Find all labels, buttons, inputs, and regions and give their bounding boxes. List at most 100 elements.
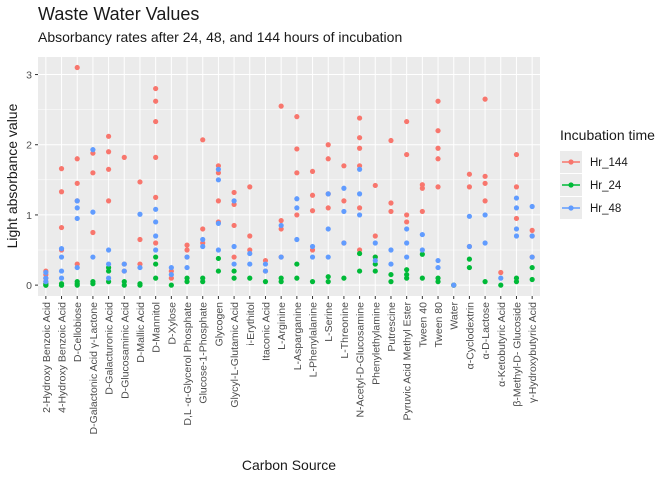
data-point (309, 279, 316, 285)
data-point (466, 171, 473, 177)
data-point (356, 268, 363, 274)
data-point (90, 170, 96, 176)
data-point (404, 267, 410, 273)
data-point (215, 198, 222, 204)
data-point (388, 137, 394, 144)
data-point (215, 247, 222, 253)
data-point (153, 233, 159, 239)
legend-label: Hr_144 (590, 157, 628, 169)
x-tick-label: Itaconic Acid (260, 302, 272, 361)
data-point (105, 261, 112, 267)
x-tick-label: α-Cyclodextrin (464, 302, 476, 369)
data-point (325, 156, 331, 162)
data-point (388, 279, 394, 285)
x-tick-label: D,L -α-Glycerol Phosphate (182, 302, 194, 426)
data-point (58, 254, 65, 260)
data-point (153, 154, 159, 160)
data-point (294, 212, 300, 218)
x-tick-label: L-Phenylalanine (308, 302, 320, 377)
data-point (404, 151, 410, 158)
data-point (451, 282, 457, 288)
data-point (404, 275, 410, 281)
legend-label: Hr_48 (590, 203, 621, 215)
data-point (529, 264, 535, 271)
data-point (231, 198, 237, 204)
y-tick-label: 2 (26, 140, 32, 152)
data-point (466, 213, 473, 219)
data-point (90, 209, 96, 215)
data-point (184, 279, 190, 285)
y-axis-label: Light absorbance value (4, 103, 20, 248)
data-point (74, 180, 80, 186)
data-point (184, 242, 190, 248)
x-tick-label: D-Galacturonic Acid (104, 302, 116, 395)
data-point (325, 205, 331, 211)
data-point (419, 208, 425, 215)
data-point (325, 226, 331, 232)
data-point (90, 147, 96, 153)
data-point (466, 264, 473, 271)
data-point (247, 261, 253, 267)
legend-title: Incubation time (560, 127, 655, 143)
data-point (294, 261, 300, 267)
data-point (341, 275, 347, 281)
data-point (278, 103, 284, 109)
data-point (105, 268, 112, 274)
x-tick-label: D-Mannitol (151, 302, 163, 353)
data-point (372, 182, 378, 189)
data-point (231, 189, 237, 196)
data-point (309, 208, 316, 214)
data-point (341, 208, 347, 215)
data-point (309, 168, 316, 175)
data-point (247, 233, 253, 239)
data-point (482, 96, 488, 102)
data-point (404, 118, 410, 125)
data-point (153, 261, 159, 267)
data-point (419, 275, 425, 281)
data-point (356, 250, 363, 257)
data-point (153, 219, 159, 225)
x-tick-label: D-Mallic Acid (135, 302, 147, 363)
data-point (341, 198, 347, 204)
data-point (262, 279, 269, 285)
x-tick-label: D-Galactonic Acid γ-Lactone (88, 302, 100, 435)
data-point (58, 246, 65, 252)
data-point (404, 254, 410, 260)
data-point (482, 198, 488, 204)
data-point (153, 118, 159, 125)
data-point (105, 198, 112, 204)
data-point (215, 166, 222, 172)
data-point (184, 254, 190, 260)
data-point (294, 275, 300, 281)
data-point (200, 236, 206, 243)
x-tick-label: Glycyl-L-Glutamic Acid (229, 302, 241, 408)
data-point (482, 173, 488, 179)
chart-title: Waste Water Values (38, 4, 199, 24)
plot-panel (38, 57, 540, 296)
data-point (294, 170, 300, 176)
x-tick-label: L-Asparganine (292, 302, 304, 370)
data-point (404, 240, 410, 246)
data-point (90, 229, 96, 236)
data-point (43, 269, 49, 276)
data-point (435, 279, 441, 285)
data-point (231, 243, 237, 250)
data-point (404, 219, 410, 225)
data-point (466, 184, 473, 190)
data-point (153, 275, 159, 281)
data-point (200, 226, 206, 232)
data-point (90, 281, 96, 287)
x-tick-label: Tween 80 (433, 302, 445, 348)
x-tick-label: Tween 40 (417, 302, 429, 348)
data-point (356, 145, 363, 151)
x-tick-label: α-D-Lactose (480, 302, 492, 360)
data-point (325, 254, 331, 260)
data-point (231, 275, 237, 281)
data-point (278, 254, 284, 260)
data-point (372, 233, 378, 239)
data-point (356, 212, 363, 218)
data-point (58, 268, 65, 274)
data-point (215, 220, 222, 226)
legend-point (568, 205, 574, 211)
data-point (498, 282, 504, 288)
